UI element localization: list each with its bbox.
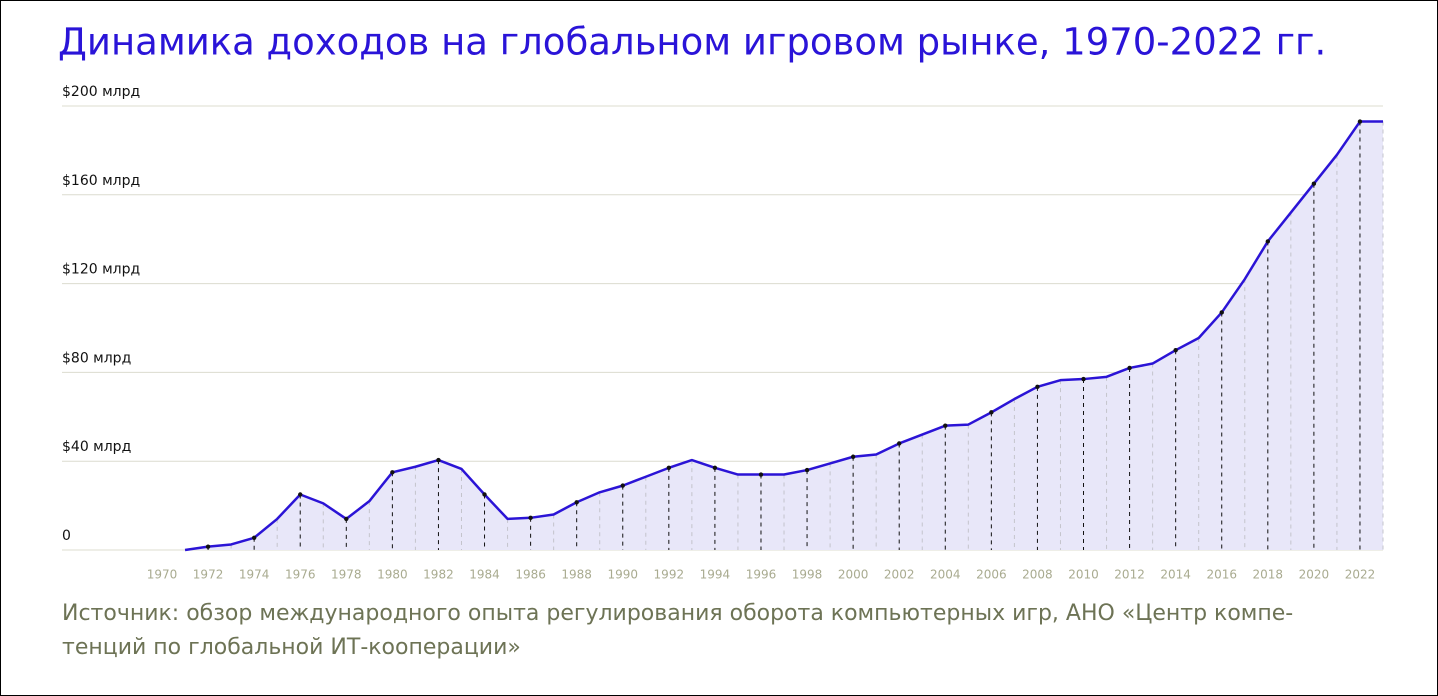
x-tick-label: 2022 (1345, 568, 1376, 582)
point (1219, 310, 1224, 315)
point (804, 467, 810, 473)
x-tick-label: 1972 (193, 568, 224, 582)
point (574, 500, 579, 505)
point (390, 470, 395, 475)
point (897, 441, 902, 446)
x-tick-label: 2008 (1022, 568, 1053, 582)
x-tick-label: 1980 (377, 568, 408, 582)
x-tick-label: 1990 (607, 568, 638, 582)
point (620, 483, 625, 488)
x-tick-label: 1996 (746, 568, 777, 582)
point (943, 423, 948, 428)
point (482, 492, 487, 497)
x-tick-label: 2012 (1114, 568, 1145, 582)
y-tick-label: $200 млрд (62, 84, 140, 100)
x-tick-label: 1992 (654, 568, 685, 582)
y-tick-label: $120 млрд (62, 262, 140, 278)
point (989, 410, 994, 415)
point (344, 516, 349, 522)
x-tick-label: 2006 (976, 568, 1007, 582)
x-tick-label: 1988 (561, 568, 592, 582)
x-tick-label: 2010 (1068, 568, 1099, 582)
point (1311, 181, 1317, 186)
x-tick-label: 1998 (792, 568, 823, 582)
x-tick-label: 1986 (515, 568, 546, 582)
point (205, 544, 211, 549)
x-tick-label: 2004 (930, 568, 961, 582)
x-tick-label: 1978 (331, 568, 362, 582)
y-tick-label: $160 млрд (62, 173, 140, 189)
point (1265, 239, 1271, 244)
x-tick-label: 1974 (239, 568, 270, 582)
x-tick-label: 1984 (469, 568, 500, 582)
y-tick-label: $80 млрд (62, 350, 131, 366)
x-tick-label: 2002 (884, 568, 915, 582)
point (850, 454, 856, 459)
x-tick-label: 2018 (1253, 568, 1284, 582)
point (298, 492, 303, 497)
x-tick-label: 2000 (838, 568, 869, 582)
point (1173, 348, 1178, 353)
x-tick-label: 1976 (285, 568, 316, 582)
source: Источник: обзор международного опыта рег… (62, 601, 1293, 626)
point (528, 515, 533, 521)
point (436, 457, 441, 463)
x-tick-label: 1982 (423, 568, 454, 582)
point (1127, 365, 1132, 371)
y-tick-label: 0 (62, 528, 71, 544)
point (666, 465, 672, 471)
chart-title: Динамика доходов на глобальном игровом р… (58, 21, 1326, 64)
x-tick-label: 1970 (147, 568, 178, 582)
x-tick-label: 2016 (1206, 568, 1237, 582)
point (251, 535, 257, 540)
line (184, 120, 1383, 552)
point (758, 472, 764, 477)
x-tick-label: 1994 (700, 568, 731, 582)
x-tick-label: 2014 (1160, 568, 1191, 582)
y-tick-label: $40 млрд (62, 439, 131, 455)
area (185, 121, 1384, 550)
point (1081, 376, 1086, 382)
point (1035, 384, 1040, 390)
point (1357, 119, 1363, 124)
source: тенций по глобальной ИТ-кооперации» (62, 635, 521, 660)
x-tick-label: 2020 (1299, 568, 1330, 582)
point (712, 465, 718, 471)
